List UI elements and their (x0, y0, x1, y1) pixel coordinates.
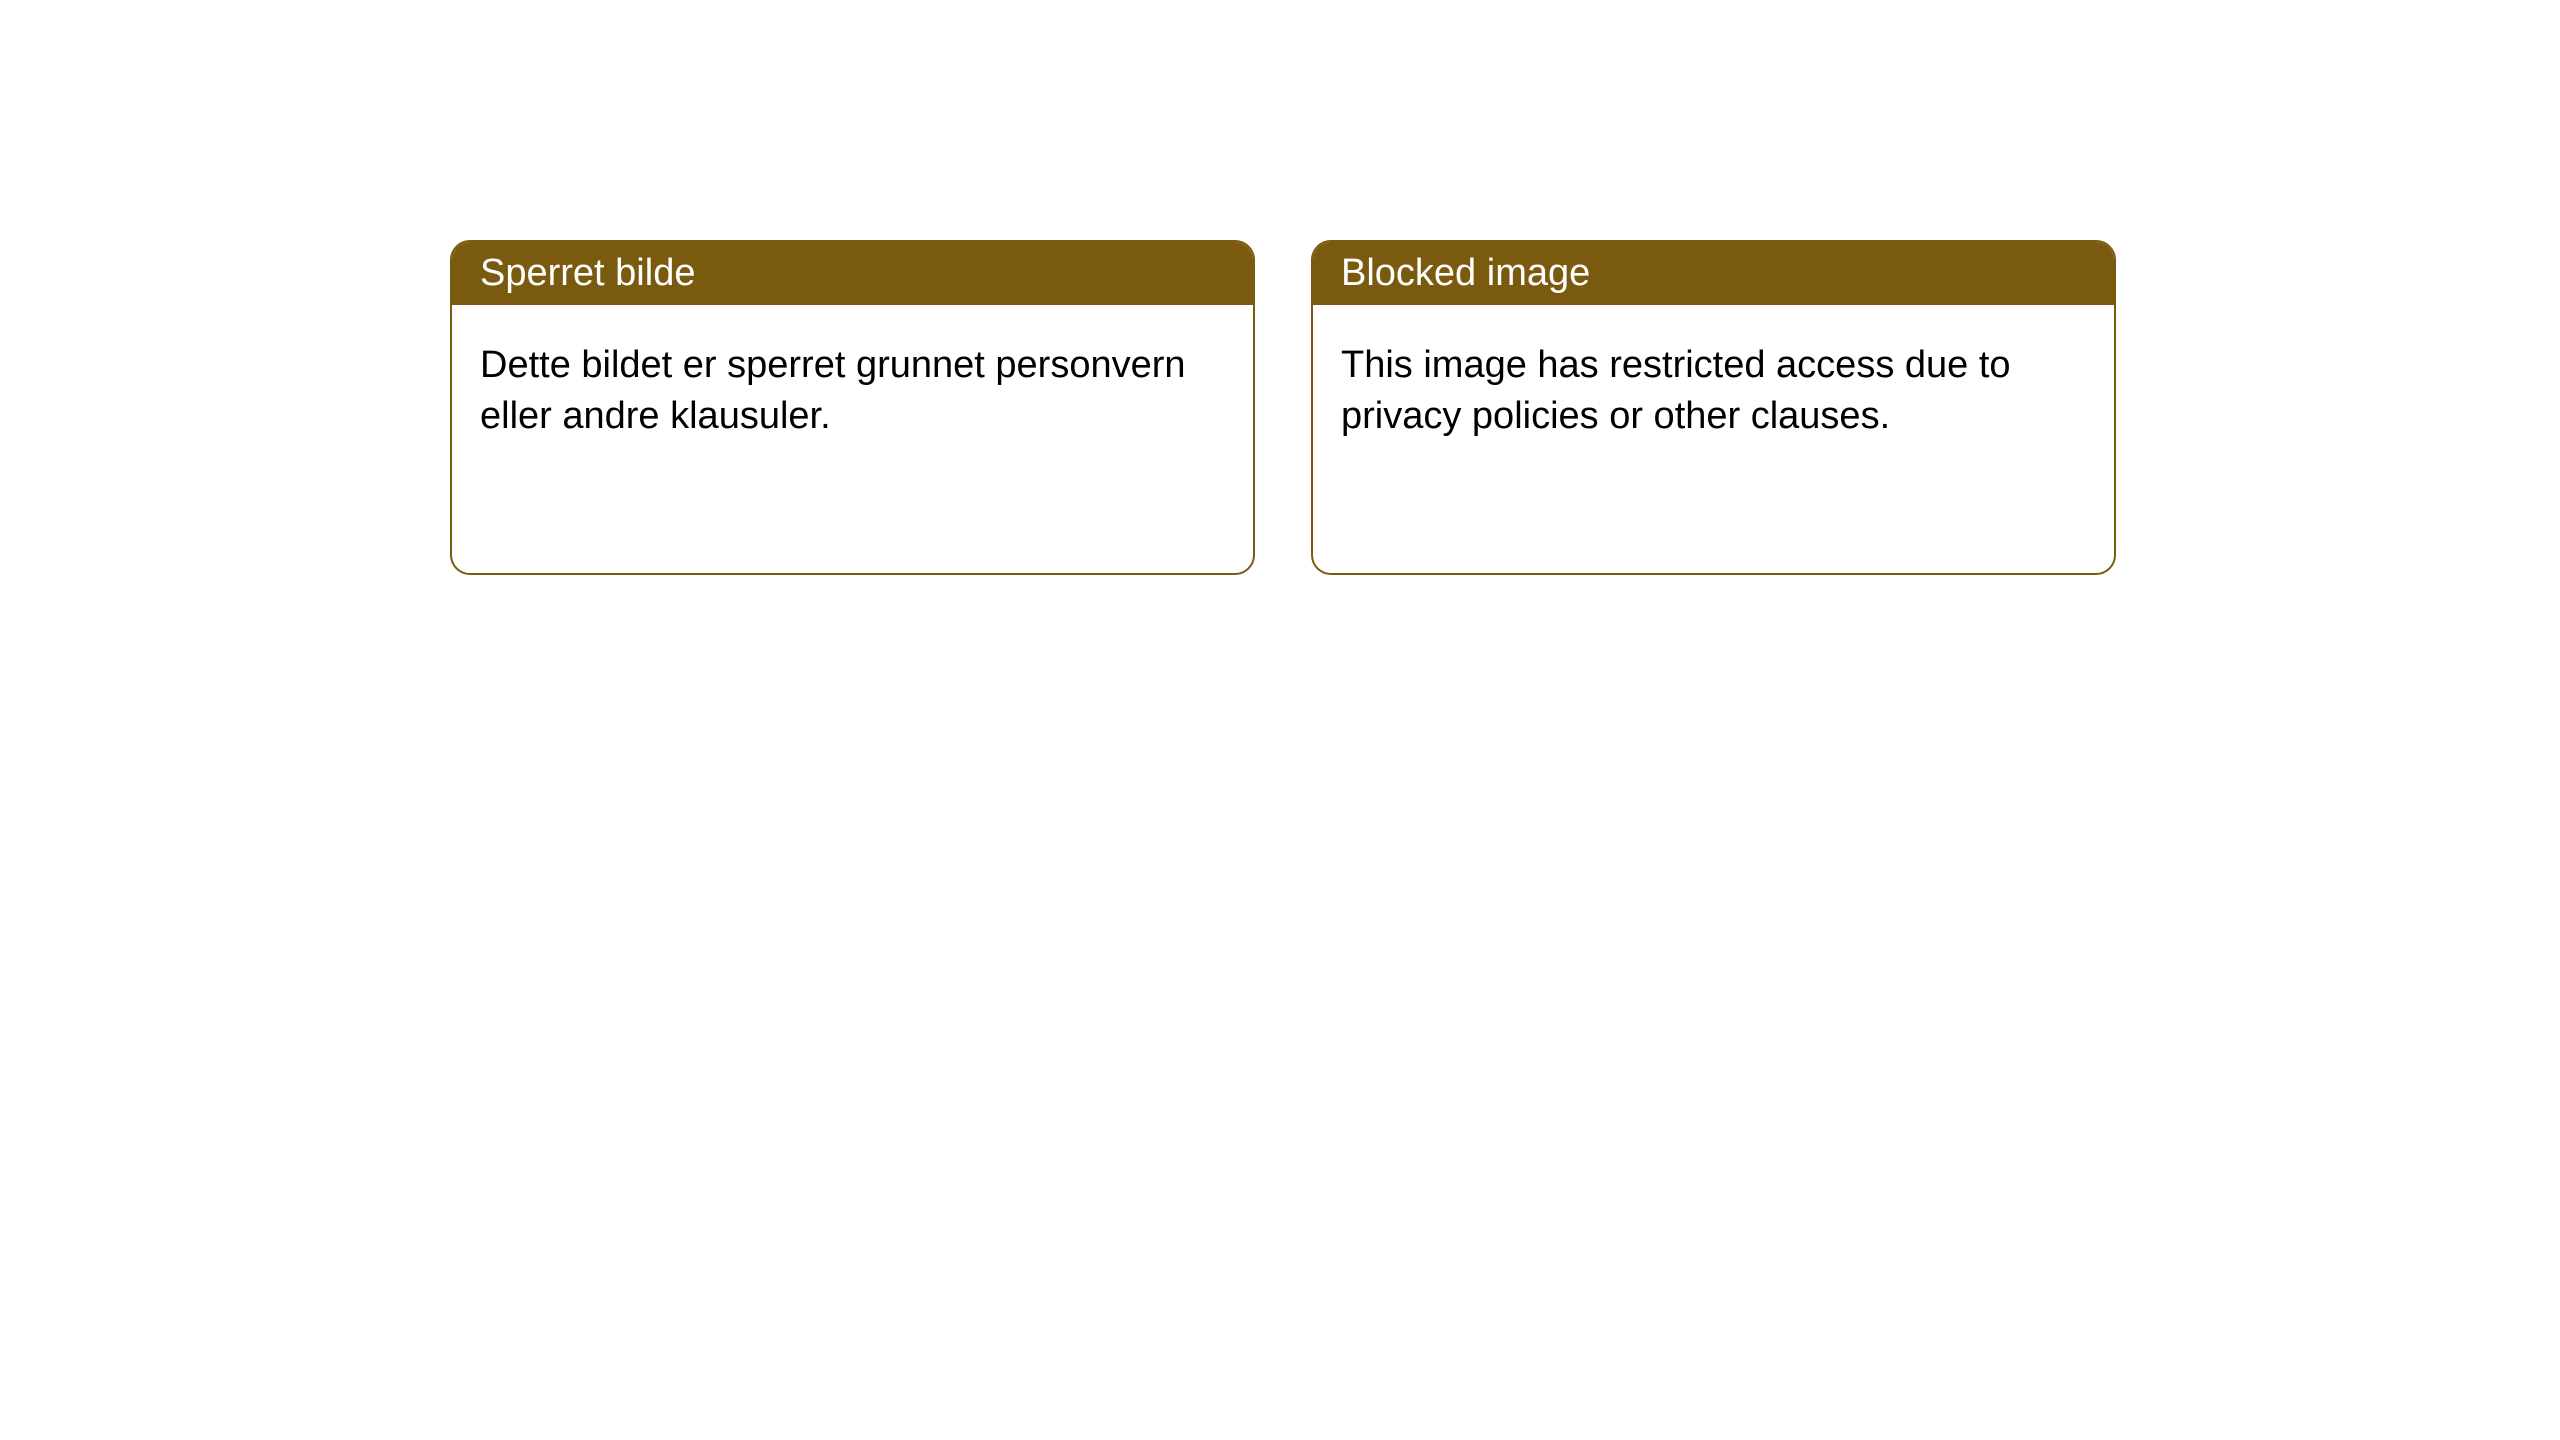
blocked-image-card-nb: Sperret bilde Dette bildet er sperret gr… (450, 240, 1255, 575)
card-container: Sperret bilde Dette bildet er sperret gr… (0, 0, 2560, 575)
card-header-nb: Sperret bilde (452, 242, 1253, 305)
card-body-nb: Dette bildet er sperret grunnet personve… (452, 305, 1253, 478)
card-body-en: This image has restricted access due to … (1313, 305, 2114, 478)
card-header-en: Blocked image (1313, 242, 2114, 305)
blocked-image-card-en: Blocked image This image has restricted … (1311, 240, 2116, 575)
